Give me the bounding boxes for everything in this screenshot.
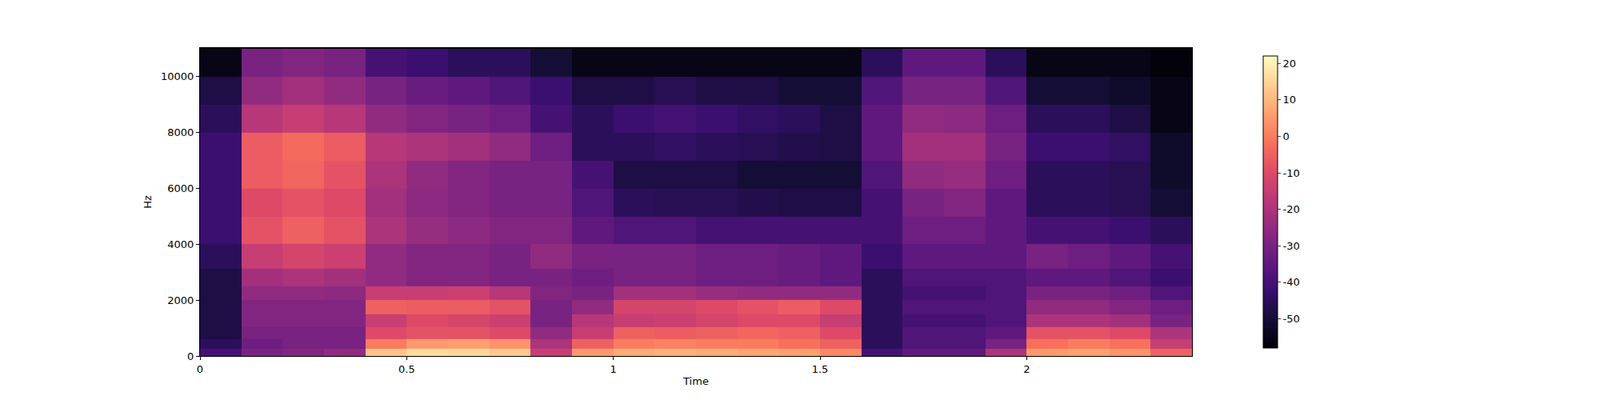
svg-text:8000: 8000 (167, 126, 194, 139)
svg-text:0.5: 0.5 (398, 363, 416, 376)
svg-text:Time: Time (682, 375, 709, 388)
svg-text:-50: -50 (1283, 312, 1300, 325)
svg-text:-30: -30 (1283, 240, 1300, 252)
svg-text:-40: -40 (1283, 276, 1300, 288)
svg-text:2000: 2000 (167, 294, 194, 307)
svg-text:0: 0 (187, 350, 194, 363)
svg-text:-10: -10 (1283, 167, 1300, 180)
svg-text:1: 1 (610, 363, 617, 376)
svg-text:-20: -20 (1283, 203, 1300, 216)
svg-text:1.5: 1.5 (812, 363, 829, 376)
svg-text:20: 20 (1283, 57, 1297, 70)
svg-text:Hz: Hz (141, 195, 154, 209)
svg-text:4000: 4000 (167, 238, 194, 251)
svg-text:10: 10 (1283, 93, 1297, 106)
svg-text:0: 0 (1283, 130, 1290, 143)
svg-text:6000: 6000 (167, 182, 194, 195)
svg-text:2: 2 (1023, 363, 1030, 376)
svg-text:10000: 10000 (160, 70, 194, 83)
svg-text:0: 0 (196, 363, 204, 376)
